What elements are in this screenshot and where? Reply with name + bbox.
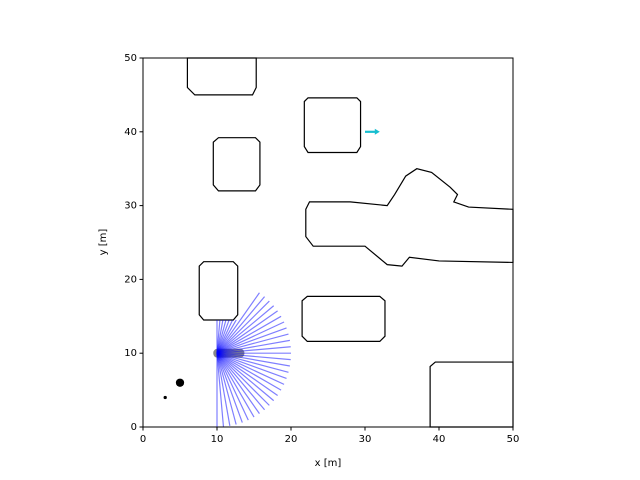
- lidar-ray: [216, 333, 289, 354]
- lidar-ray: [216, 352, 255, 418]
- lidar-ray: [216, 346, 291, 354]
- lidar-ray: [216, 353, 237, 425]
- obstacle: [305, 168, 514, 267]
- x-tick-label: 30: [359, 434, 372, 445]
- x-tick-label: 40: [433, 434, 446, 445]
- lidar-ray: [216, 305, 275, 354]
- obstacle: [198, 261, 239, 321]
- lidar-ray: [216, 352, 285, 385]
- lidar-ray: [216, 352, 243, 423]
- y-tick-label: 40: [124, 127, 137, 138]
- lidar-ray: [216, 352, 266, 411]
- x-tick-label: 20: [285, 434, 298, 445]
- lidar-ray: [216, 352, 278, 397]
- y-tick-label: 10: [124, 348, 137, 359]
- lidar-ray: [216, 352, 275, 402]
- x-tick-label: 10: [211, 434, 224, 445]
- y-tick-label: 30: [124, 201, 137, 212]
- lidar-ray: [216, 296, 266, 354]
- lidar-ray: [216, 352, 249, 421]
- lidar-ray: [216, 292, 260, 354]
- y-tick-label: 50: [124, 53, 137, 64]
- lidar-ray: [216, 310, 278, 354]
- lidar-ray: [216, 353, 225, 427]
- lidar-ray: [216, 352, 260, 414]
- point: [163, 395, 167, 400]
- lidar-ray: [216, 352, 287, 380]
- y-tick-label: 20: [124, 274, 137, 285]
- lidar-ray: [216, 352, 290, 367]
- y-axis-label: y [m]: [98, 229, 109, 256]
- lidar-ray: [216, 352, 270, 406]
- y-tick-label: 0: [131, 422, 137, 433]
- x-tick-label: 0: [140, 434, 146, 445]
- lidar-ray: [216, 352, 289, 373]
- goal-arrow-head: [374, 128, 380, 135]
- axes-frame: [142, 57, 514, 428]
- lidar-ray: [216, 315, 282, 354]
- point: [175, 378, 185, 387]
- obstacle: [303, 97, 362, 154]
- obstacle: [301, 295, 386, 342]
- lidar-ray: [216, 321, 285, 354]
- x-axis-label: x [m]: [315, 458, 342, 469]
- lidar-ray: [216, 300, 270, 354]
- lidar-ray: [216, 353, 231, 426]
- lidar-ray: [216, 352, 291, 361]
- lidar-ray: [216, 327, 287, 354]
- lidar-ray: [216, 339, 290, 354]
- lidar-ray: [216, 352, 282, 391]
- x-tick-label: 50: [507, 434, 520, 445]
- plot-area: [143, 58, 513, 427]
- obstacle: [212, 137, 261, 192]
